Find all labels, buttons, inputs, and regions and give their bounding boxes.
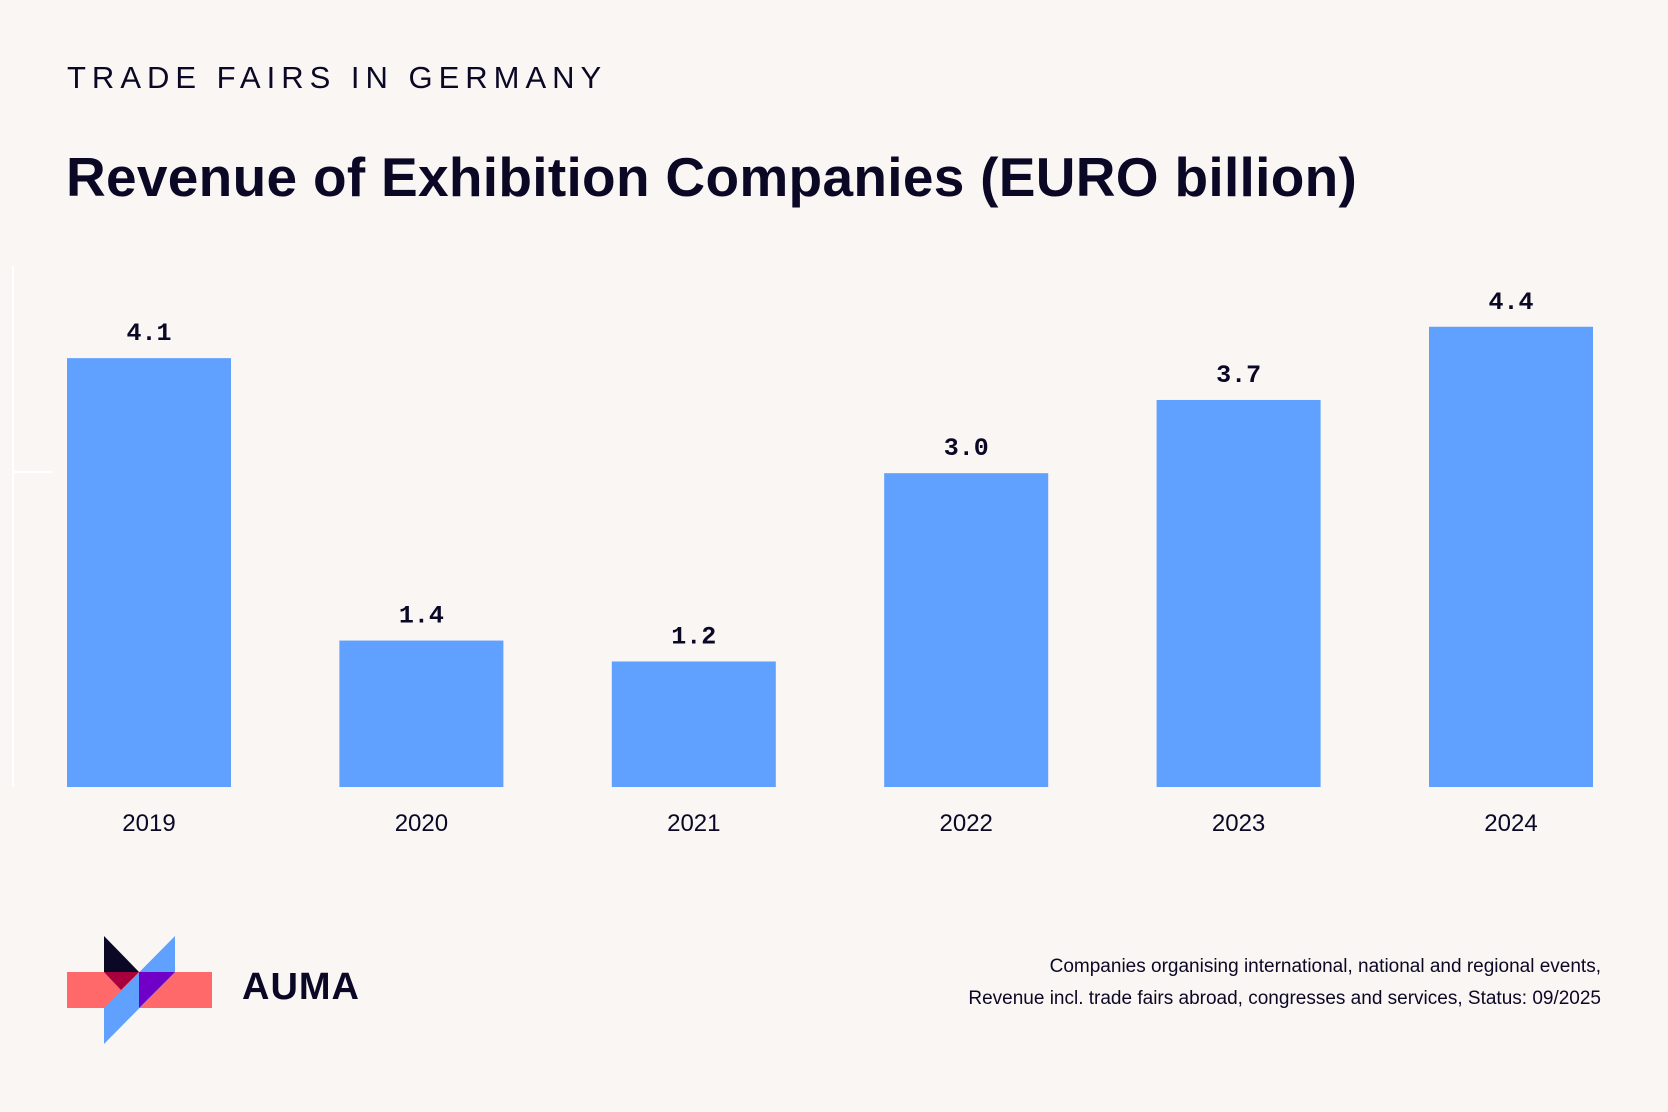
x-tick-label: 2024	[1484, 810, 1537, 837]
chart-title: Revenue of Exhibition Companies (EURO bi…	[66, 146, 1358, 208]
value-label: 3.7	[1216, 361, 1261, 390]
chart-kicker: TRADE FAIRS IN GERMANY	[67, 60, 608, 95]
x-tick-label: 2019	[122, 810, 175, 837]
x-tick-label: 2022	[940, 810, 993, 837]
bar-2020	[339, 640, 504, 787]
value-label: 3.0	[944, 434, 989, 463]
value-label: 4.1	[126, 319, 171, 348]
x-tick-label: 2021	[667, 810, 720, 837]
footnote-line-2: Revenue incl. trade fairs abroad, congre…	[968, 988, 1601, 1009]
x-tick-label: 2023	[1212, 810, 1265, 837]
bar-2019	[67, 358, 231, 787]
footnote-line-1: Companies organising international, nati…	[1049, 956, 1601, 977]
bar-chart: 4.1 2019 1.4 2020 1.2 2021 3.0 2022 3.7 2023 4.4 20…	[12, 266, 1593, 837]
bar-2023	[1156, 399, 1321, 787]
bar-2021	[611, 661, 776, 787]
bar-2022	[884, 473, 1049, 787]
value-label: 4.4	[1488, 288, 1533, 317]
x-tick-label: 2020	[395, 810, 448, 837]
footnote: Companies organising international, nati…	[968, 951, 1601, 1015]
value-label: 1.2	[671, 622, 716, 651]
bar-2024	[1429, 326, 1593, 787]
auma-logo-mark	[67, 936, 212, 1044]
auma-logo-text: AUMA	[242, 966, 360, 1008]
value-label: 1.4	[399, 602, 444, 631]
